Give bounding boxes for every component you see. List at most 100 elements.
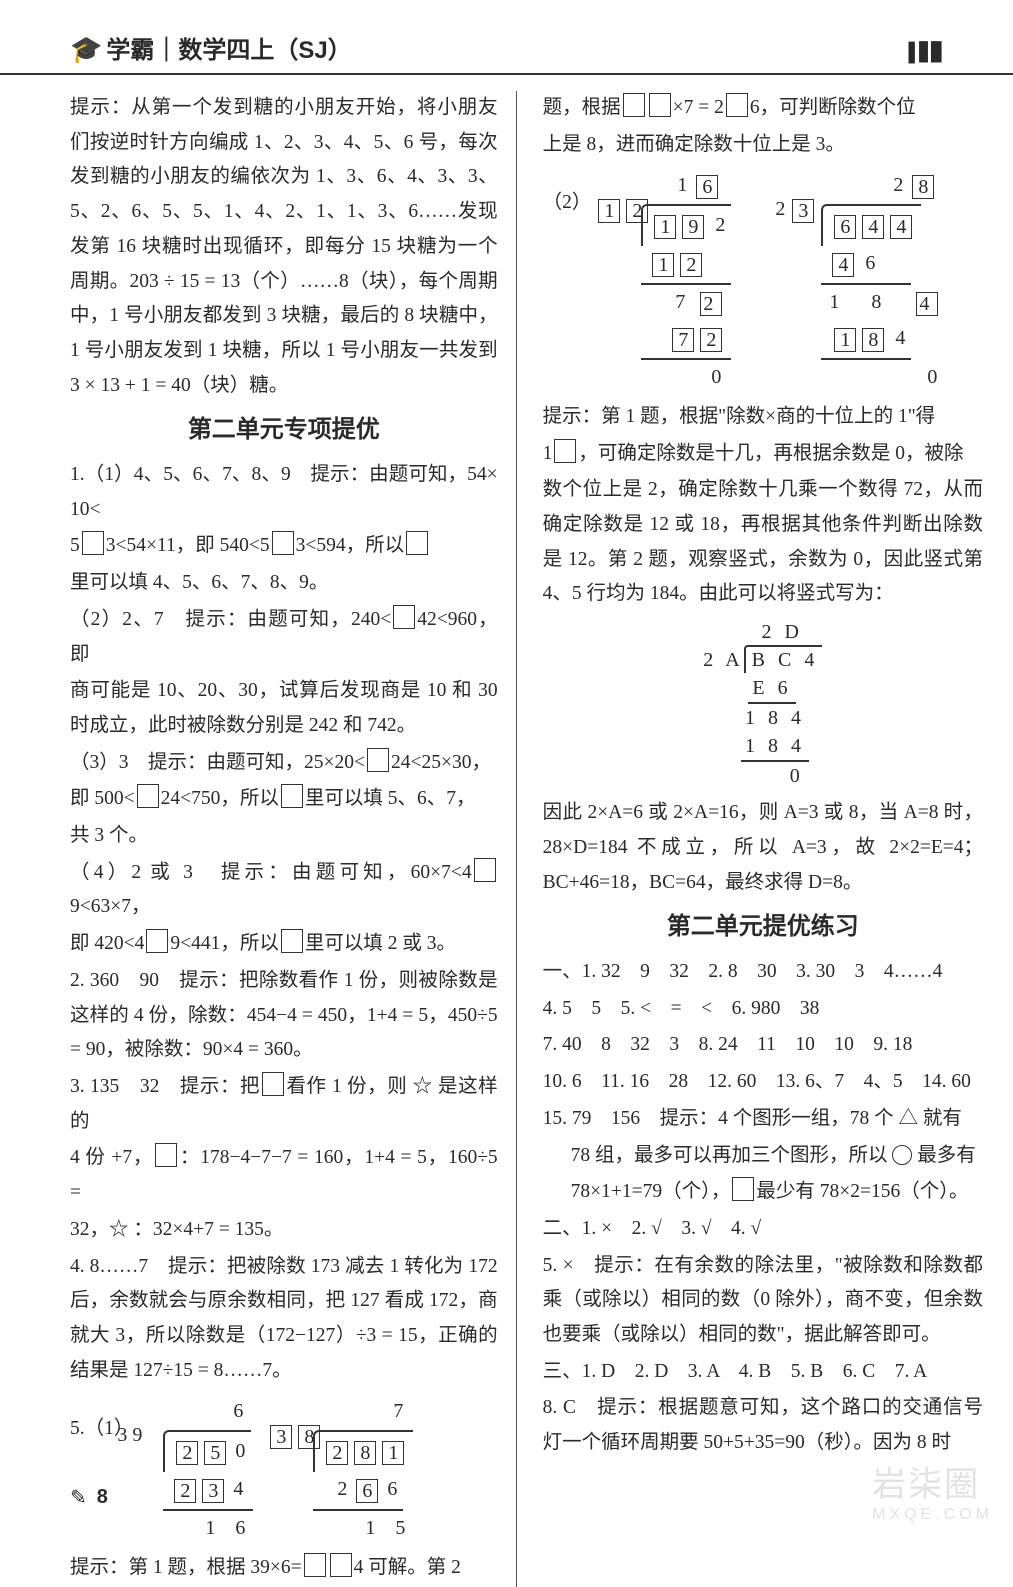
alg-sub2: 1 8 4: [741, 732, 809, 762]
digit-box: 8: [862, 328, 884, 352]
alg-quotient: 2 D: [758, 618, 807, 646]
digit: 8: [871, 291, 887, 313]
q4-line2: 即 420<49<441，所以里可以填 2 或 3。: [70, 927, 498, 962]
algebraic-division: 2 A )2 D 2 AB C 4 2 AE 64 2A1 8 4 2A1 8 …: [543, 618, 983, 790]
ans-line5a: 15. 79 156 提示：4 个图形一组，78 个 △ 就有: [543, 1102, 983, 1137]
left-column: 提示：从第一个发到糖的小朋友开始，将小朋友们按逆时针方向编成 1、2、3、4、5…: [70, 91, 517, 1587]
digit-box: 2: [174, 1479, 196, 1503]
digit-box: 8: [354, 1441, 376, 1465]
digit-box: 8: [298, 1425, 320, 1449]
ans-line3: 7. 40 8 32 3 8. 24 11 10 10 9. 18: [543, 1028, 983, 1063]
ans-line5b: 78 组，最多可以再加三个图形，所以 最多有: [543, 1139, 983, 1174]
digit-box: 5: [204, 1441, 226, 1465]
circle-icon: [892, 1145, 912, 1165]
digit: 2: [775, 198, 785, 220]
alg-dividend: B C 4: [744, 645, 823, 673]
blank-box: [281, 784, 303, 808]
text: 78×1+1=79（个），: [571, 1181, 731, 1202]
watermark-sub: MXQE.COM: [872, 1506, 993, 1524]
divisor: 12: [595, 192, 651, 228]
blank-box: [367, 748, 389, 772]
digit-box: 6: [356, 1479, 378, 1503]
blank-box: [146, 929, 168, 953]
ans-line4: 10. 6 11. 16 28 12. 60 13. 6、7 4、5 14. 6…: [543, 1065, 983, 1100]
digit: 4: [233, 1478, 243, 1500]
text: 里可以填 5、6、7，: [305, 788, 476, 809]
header-title: ｜数学四上（SJ）: [154, 30, 351, 65]
q2-line1: （2）2、7 提示：由题可知，240<42<960，即: [70, 603, 498, 672]
ans-line1: 一、1. 32 9 32 2. 8 30 3. 30 3 4……4: [543, 955, 983, 990]
ans-line6: 二、1. × 2. √ 3. √ 4. √: [543, 1212, 983, 1247]
digit: 1: [677, 174, 687, 196]
long-division-2: 38 7 281 266 1 5: [313, 1394, 413, 1546]
q2-line2: 商可能是 10、20、30，试算后发现商是 10 和 30 时成立，此时被除数分…: [70, 674, 498, 743]
item5-row: 5.（1） 3 9 6 250 234 1 6 38 7 281 266 1 5: [70, 1390, 498, 1550]
remainder: 1 6: [163, 1511, 253, 1547]
digit: 6: [865, 252, 875, 274]
text: （2）2、7 提示：由题可知，240<: [70, 609, 391, 630]
digit-box: 3: [270, 1425, 292, 1449]
digit-box: 4: [916, 292, 938, 316]
digit-box: 3: [202, 1479, 224, 1503]
text: 15. 79 156 提示：4 个图形一组，78 个: [543, 1108, 894, 1129]
ans-line8: 三、1. D 2. D 3. A 4. B 5. B 6. C 7. A: [543, 1355, 983, 1390]
digit: 2: [715, 214, 725, 236]
long-division-3: 12 16 192 12 72 72 0: [641, 168, 731, 396]
two-column-content: 提示：从第一个发到糖的小朋友开始，将小朋友们按逆时针方向编成 1、2、3、4、5…: [0, 75, 1013, 1587]
digit-box: 3: [792, 199, 814, 223]
digit-box: 1: [834, 328, 856, 352]
quotient: 7: [393, 1400, 403, 1422]
logo-icon: 🎓: [70, 35, 102, 65]
triangle-icon: △: [899, 1108, 919, 1129]
digit-box: 6: [696, 175, 718, 199]
section-heading-b: 第二单元提优练习: [543, 906, 983, 949]
section-heading-a: 第二单元专项提优: [70, 409, 498, 452]
blank-box: [155, 1143, 177, 1167]
digit: 1: [829, 291, 845, 313]
alg-divisor: 2 A: [703, 649, 743, 671]
header-bars-icon: ▌▋▊: [909, 42, 943, 63]
digit-box: 4: [832, 253, 854, 277]
digit: 0: [235, 1440, 245, 1462]
alg-rem1: 1 8 4: [745, 707, 805, 729]
text: 提示：第 1 题，根据 39×6=: [70, 1557, 302, 1578]
digit: 2: [337, 1478, 347, 1500]
q3-line1: （3）3 提示：由题可知，25×20<24<25×30，: [70, 746, 498, 781]
cont-line1: 题，根据×7 = 26，可判断除数个位: [543, 91, 983, 126]
digit: 2: [893, 174, 903, 196]
q2-label: （2）: [543, 186, 592, 221]
blank-box: [554, 439, 576, 463]
digit-box: 8: [912, 175, 934, 199]
blank-box: [474, 858, 496, 882]
q2-divisions: （2） 12 16 192 12 72 72 0 23 28 644 46 1 …: [543, 164, 983, 400]
text: 就有: [923, 1108, 962, 1129]
digit: 4: [895, 327, 905, 349]
blank-box: [272, 531, 294, 555]
blank-box: [281, 929, 303, 953]
blank-box: [262, 1072, 284, 1096]
final: 0: [821, 360, 947, 396]
text: 里可以填 2 或 3。: [305, 933, 456, 954]
q3-line2: 即 500<24<750，所以里可以填 5、6、7，: [70, 782, 498, 817]
q5-hint: 提示：第 1 题，根据 39×6= 4 可解。第 2: [70, 1551, 498, 1586]
final: 0: [641, 360, 731, 396]
cont-line2: 上是 8，进而确定除数十位上是 3。: [543, 128, 983, 163]
digit-box: 9: [682, 215, 704, 239]
right-column: 题，根据×7 = 26，可判断除数个位 上是 8，进而确定除数十位上是 3。 （…: [537, 91, 983, 1587]
q4-line1: （4）2 或 3 提示：由题可知，60×7<4 9<63×7，: [70, 856, 498, 925]
q1-line1: 1.（1）4、5、6、7、8、9 提示：由题可知，54× 10<: [70, 458, 498, 527]
blank-box: [649, 93, 671, 117]
text: 1: [543, 443, 553, 464]
text: 4 可解。第 2: [354, 1557, 461, 1578]
digit-box: 2: [326, 1441, 348, 1465]
text: （4）2 或 3 提示：由题可知，60×7<4: [70, 862, 472, 883]
watermark-main: 岩柒圈: [872, 1466, 980, 1504]
blank-box: [304, 1553, 326, 1577]
q1-line3: 里可以填 4、5、6、7、8、9。: [70, 566, 498, 601]
digit-box: 7: [672, 328, 694, 352]
text: 9<63×7，: [70, 896, 151, 917]
digit-box: 4: [862, 215, 884, 239]
text: 最多有: [917, 1145, 976, 1166]
hint2-line2: 1，可确定除数是十几，再根据余数是 0，被除: [543, 437, 983, 472]
q3-line3: 共 3 个。: [70, 819, 498, 854]
